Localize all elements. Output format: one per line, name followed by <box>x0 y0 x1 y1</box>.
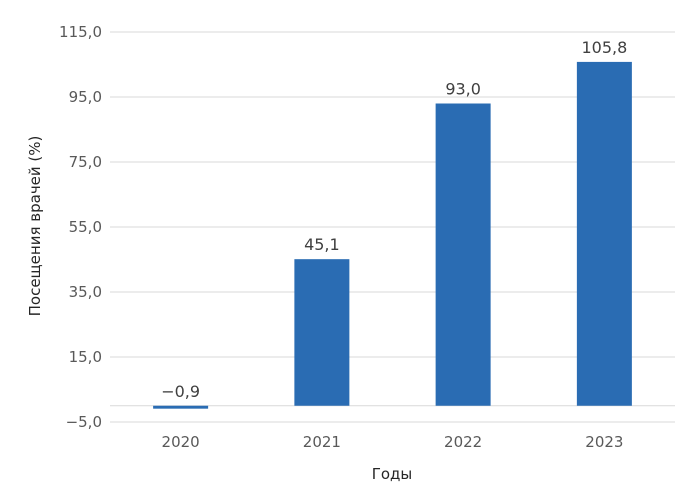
bar-2021 <box>294 259 350 406</box>
gridlines <box>110 31 675 423</box>
y-tick-label: 35,0 <box>69 283 102 301</box>
data-labels: −0,9 45,1 93,0 105,8 <box>161 38 627 401</box>
y-tick-label: 15,0 <box>69 348 102 366</box>
y-tick-labels: −5,0 15,0 35,0 55,0 75,0 95,0 115,0 <box>59 23 102 431</box>
data-label-2023: 105,8 <box>581 38 627 57</box>
y-tick-label: 55,0 <box>69 218 102 236</box>
data-label-2022: 93,0 <box>445 80 481 99</box>
x-tick-labels: 2020 2021 2022 2023 <box>162 433 624 451</box>
y-axis-title: Посещения врачей (%) <box>26 136 44 317</box>
x-tick-label: 2023 <box>585 433 623 451</box>
x-tick-label: 2020 <box>162 433 200 451</box>
x-axis-title: Годы <box>372 465 413 483</box>
bars <box>153 61 632 409</box>
y-tick-label: 115,0 <box>59 23 102 41</box>
data-label-2020: −0,9 <box>161 382 200 401</box>
x-tick-label: 2022 <box>444 433 482 451</box>
bar-2020 <box>153 405 209 409</box>
y-tick-label: −5,0 <box>66 413 102 431</box>
x-tick-label: 2021 <box>303 433 341 451</box>
y-tick-label: 75,0 <box>69 153 102 171</box>
y-tick-label: 95,0 <box>69 88 102 106</box>
bar-2022 <box>435 103 491 406</box>
bar-2023 <box>576 61 632 406</box>
data-label-2021: 45,1 <box>304 235 340 254</box>
